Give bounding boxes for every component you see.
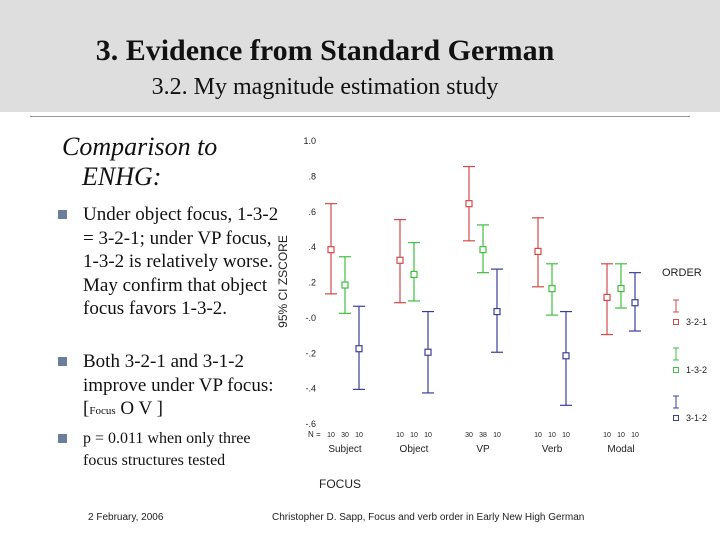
y-tick-label: 1.0 <box>303 136 316 146</box>
n-count-label: 10 <box>355 432 363 439</box>
heading-line-2: ENHG: <box>82 162 162 191</box>
heading-line-1: Comparison to <box>62 132 218 161</box>
n-count-label: 10 <box>424 432 432 439</box>
n-count-label: 10 <box>534 432 542 439</box>
y-tick-label: .8 <box>308 171 316 181</box>
y-tick-label: -.0 <box>305 313 316 323</box>
n-count-label: 10 <box>562 432 570 439</box>
bullet-text-main: Both 3-2-1 and 3-1-2 improve under VP fo… <box>83 351 274 419</box>
n-count-label: 10 <box>631 432 639 439</box>
errorbar-3-1-2-mean-marker <box>424 348 432 356</box>
footer-credit: Christopher D. Sapp, Focus and verb orde… <box>272 512 585 523</box>
n-count-label: 10 <box>410 432 418 439</box>
errorbar-3-1-2-mean-marker <box>355 345 363 353</box>
errorbar-3-2-1-mean-marker <box>465 200 473 208</box>
x-tick-label: Verb <box>542 444 563 455</box>
title-band <box>0 0 720 112</box>
slide-title: 3. Evidence from Standard German <box>95 34 555 67</box>
bullet-square-icon <box>58 357 67 366</box>
errorbar-3-1-2-mean-marker <box>631 299 639 307</box>
divider <box>30 116 690 117</box>
errorbar-3-2-1-mean-marker <box>396 256 404 264</box>
legend-label: 3-1-2 <box>686 413 707 423</box>
footer-date: 2 February, 2006 <box>88 512 164 523</box>
errorbar-1-3-2-mean-marker <box>548 284 556 293</box>
errorbar-3-2-1-mean-marker <box>534 247 542 256</box>
errorbar-3-1-2-mean-marker <box>562 352 570 360</box>
n-count-label: 30 <box>341 432 349 439</box>
errorbar-1-3-2-mean-marker <box>410 270 418 279</box>
legend-label: 3-2-1 <box>686 317 707 327</box>
y-tick-label: -.4 <box>305 384 316 394</box>
bullet-square-icon <box>58 210 67 219</box>
bullet-vp-focus: Both 3-2-1 and 3-1-2 improve under VP fo… <box>58 350 288 424</box>
errorbar-1-3-2-mean-marker <box>617 284 625 293</box>
y-axis-label: 95% CI ZSCORE <box>276 235 290 328</box>
x-tick-label: Subject <box>328 444 362 455</box>
n-count-label: 10 <box>327 432 335 439</box>
legend-title: ORDER <box>662 267 702 279</box>
bullet-text-subscript: Focus <box>89 405 116 417</box>
x-tick-label: Modal <box>607 444 634 455</box>
legend-swatch-marker <box>673 319 679 325</box>
y-tick-label: -.6 <box>305 419 316 429</box>
bullet-square-icon <box>58 434 67 443</box>
errorbar-3-1-2-mean-marker <box>493 307 501 316</box>
slide-subtitle: 3.2. My magnitude estimation study <box>151 74 499 100</box>
y-tick-label: -.2 <box>305 348 316 358</box>
x-tick-label: Object <box>400 444 429 455</box>
n-count-label: 10 <box>617 432 625 439</box>
x-tick-label: VP <box>476 444 490 455</box>
n-count-label: 38 <box>479 432 487 439</box>
section-heading: Comparison to ENHG: <box>62 132 282 192</box>
errorbar-3-2-1-mean-marker <box>603 293 611 302</box>
errorbar-3-2-1-mean-marker <box>327 246 335 254</box>
y-tick-label: .6 <box>308 207 316 217</box>
bullet-text: Both 3-2-1 and 3-1-2 improve under VP fo… <box>58 350 288 424</box>
y-tick-label: .4 <box>308 242 316 252</box>
bullet-object-focus: Under object focus, 1-3-2 = 3-2-1; under… <box>58 203 288 321</box>
n-count-label: 10 <box>603 432 611 439</box>
bullet-text-end: O V ] <box>115 398 163 419</box>
x-axis-label: FOCUS <box>319 477 361 491</box>
n-count-label: 10 <box>493 432 501 439</box>
n-count-label: 10 <box>396 432 404 439</box>
legend-label: 1-3-2 <box>686 365 707 375</box>
bullet-p-value: p = 0.011 when only three focus structur… <box>58 428 288 472</box>
n-label: N = <box>308 430 321 439</box>
n-count-label: 10 <box>548 432 556 439</box>
legend-swatch-marker <box>673 367 679 373</box>
errorbar-1-3-2-mean-marker <box>479 246 487 254</box>
legend-swatch-marker <box>673 415 679 421</box>
bullet-text: p = 0.011 when only three focus structur… <box>83 430 251 469</box>
y-tick-label: .2 <box>308 278 316 288</box>
errorbar-1-3-2-mean-marker <box>341 281 349 289</box>
bullet-text: Under object focus, 1-3-2 = 3-2-1; under… <box>83 204 279 319</box>
n-count-label: 30 <box>465 432 473 439</box>
